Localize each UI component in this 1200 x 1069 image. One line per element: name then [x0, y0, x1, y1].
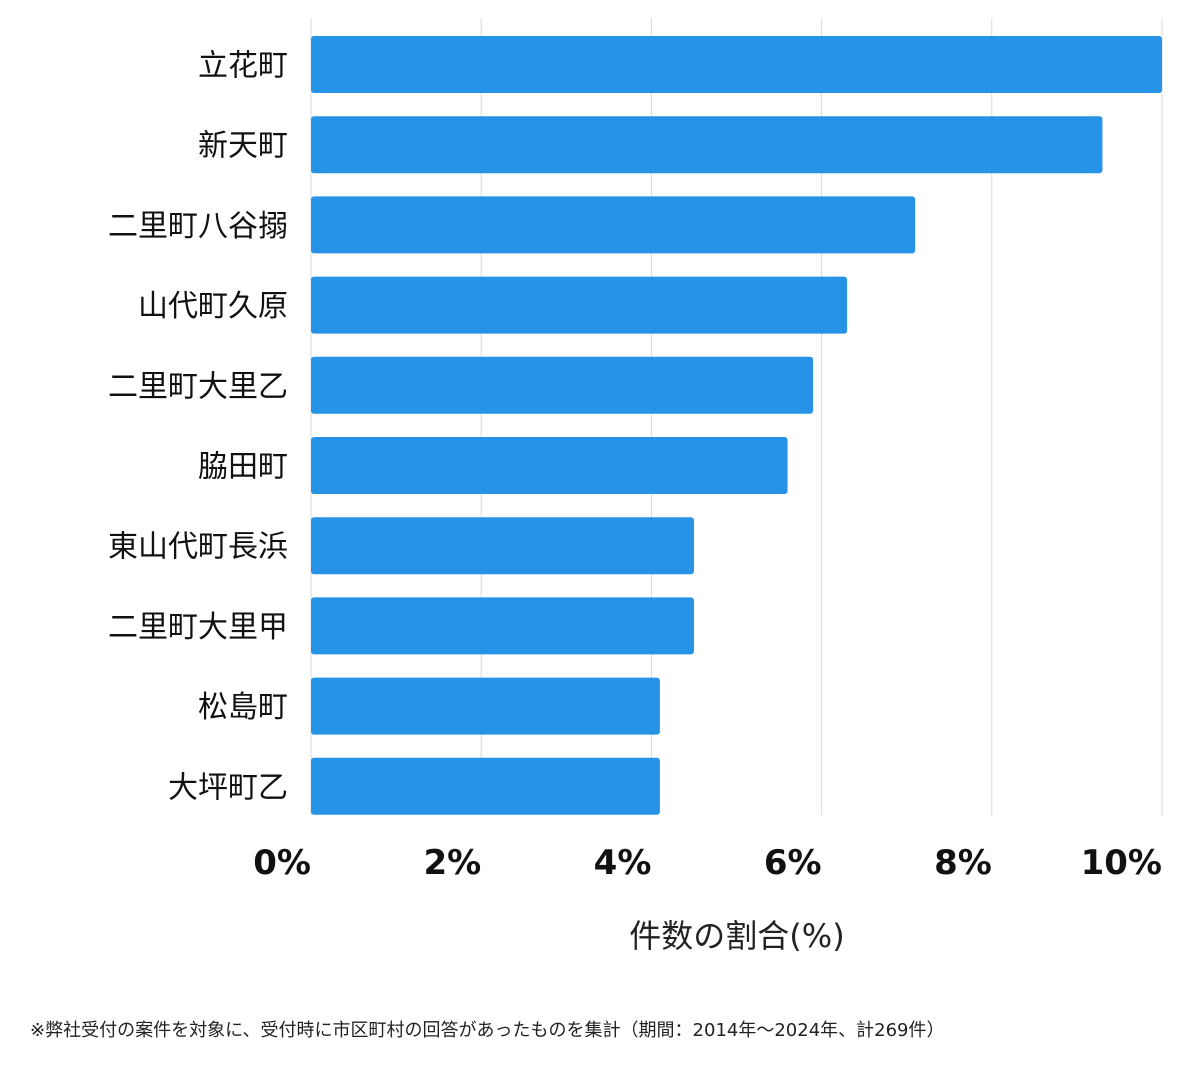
category-label: 松島町 — [198, 690, 288, 725]
x-tick-labels: 0% 2% 4% 6% 8% 10% — [253, 843, 1162, 883]
category-label: 二里町大里甲 — [108, 610, 288, 645]
bar — [311, 356, 814, 414]
x-tick-label: 2% — [423, 843, 481, 883]
x-tick-label: 10% — [1081, 843, 1162, 883]
bars — [311, 36, 1162, 815]
category-label: 二里町大里乙 — [108, 369, 288, 404]
category-label: 立花町 — [198, 49, 288, 84]
bar — [311, 757, 660, 815]
x-tick-label: 8% — [934, 843, 992, 883]
x-axis-title: 件数の割合(%) — [629, 917, 844, 955]
x-tick-label: 6% — [764, 843, 822, 883]
footnote: ※弊社受付の案件を対象に、受付時に市区町村の回答があったものを集計（期間：201… — [30, 1020, 945, 1041]
category-label: 東山代町長浜 — [108, 530, 288, 565]
bar — [311, 597, 694, 655]
bar — [311, 437, 788, 494]
x-tick-label: 4% — [594, 843, 652, 883]
bar — [311, 116, 1103, 174]
bar — [311, 196, 916, 254]
category-label: 大坪町乙 — [168, 770, 288, 805]
category-label: 山代町久原 — [138, 289, 288, 324]
category-label: 脇田町 — [198, 450, 288, 485]
category-labels: 立花町新天町二里町八谷搦山代町久原二里町大里乙脇田町東山代町長浜二里町大里甲松島… — [108, 49, 288, 806]
x-tick-label: 0% — [253, 843, 311, 883]
bar — [311, 276, 848, 334]
category-label: 二里町八谷搦 — [108, 209, 288, 244]
bar — [311, 517, 694, 575]
bar — [311, 677, 660, 735]
bar — [311, 36, 1162, 93]
category-label: 新天町 — [198, 129, 288, 164]
